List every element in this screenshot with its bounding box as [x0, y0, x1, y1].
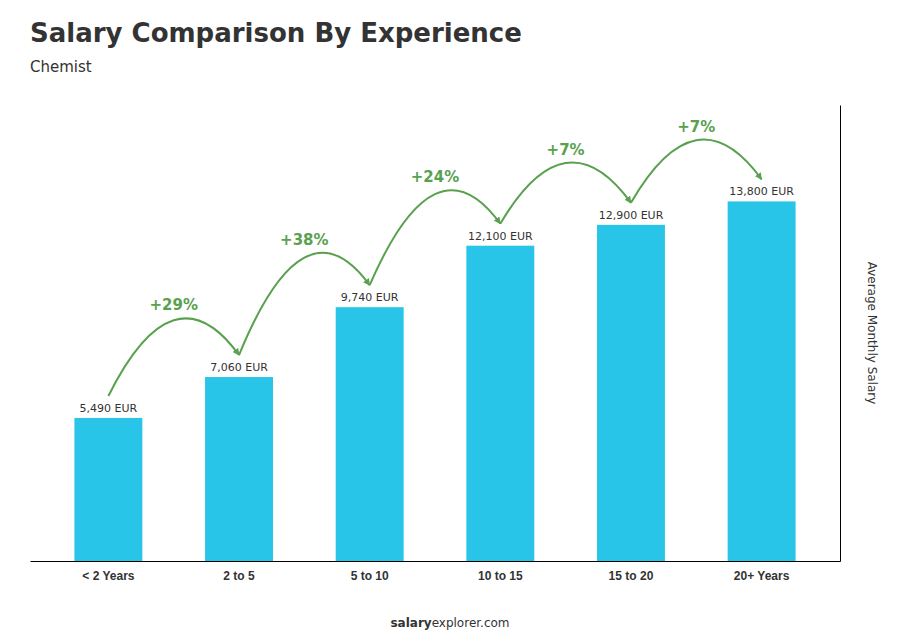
annotations: +29% +38% +24% +7% +7% [108, 118, 761, 396]
data-label: 5,490 EUR [80, 402, 138, 415]
y-axis [840, 106, 841, 562]
annotation: +29% [149, 296, 197, 314]
bar [728, 201, 796, 561]
bar [597, 225, 665, 561]
x-tick: 5 to 10 [351, 569, 389, 583]
x-tick: 2 to 5 [223, 569, 255, 583]
title: Salary Comparison By Experience [30, 18, 522, 48]
x-tick: 20+ Years [734, 569, 790, 583]
annotation: +24% [411, 168, 459, 186]
change-arrow [370, 190, 501, 285]
x-tick-label: < 2 Years [82, 569, 134, 583]
bars [74, 201, 795, 561]
x-tick-label: 15 to 20 [609, 569, 654, 583]
x-tick-label: 2 to 5 [223, 569, 255, 583]
data-label: 13,800 EUR [729, 185, 794, 198]
subtitle: Chemist [30, 58, 92, 76]
footer-part: salary [390, 616, 431, 630]
chart: Salary Comparison By Experience Chemist < … [0, 0, 900, 641]
x-tick-label: 10 to 15 [478, 569, 523, 583]
x-axis: < 2 Years 2 to 5 5 to 10 10 to 15 15 to 20 20… [31, 562, 841, 583]
x-tick: 10 to 15 [478, 569, 523, 583]
change-arrow [108, 318, 239, 396]
change-arrow [631, 140, 762, 203]
bar [74, 418, 142, 561]
y-axis-title: Average Monthly Salary [865, 262, 879, 405]
change-arrow [239, 253, 370, 355]
y-axis-line [840, 106, 841, 562]
data-label: 9,740 EUR [341, 291, 399, 304]
x-tick: 15 to 20 [609, 569, 654, 583]
x-tick-label: 20+ Years [734, 569, 790, 583]
x-tick-label: 5 to 10 [351, 569, 389, 583]
footer: salaryexplorer.com [390, 616, 509, 630]
footer-part: explorer.com [432, 616, 510, 630]
bar [466, 246, 534, 561]
annotation: +7% [547, 141, 585, 159]
annotation: +38% [280, 231, 328, 249]
x-tick: < 2 Years [82, 569, 134, 583]
bar [205, 377, 273, 561]
data-label: 12,900 EUR [599, 209, 664, 222]
x-axis-line [31, 561, 841, 562]
data-label: 7,060 EUR [210, 361, 268, 374]
data-label: 12,100 EUR [468, 230, 533, 243]
annotation: +7% [677, 118, 715, 136]
data-labels: 5,490 EUR 7,060 EUR 9,740 EUR 12,100 EUR 12,… [80, 185, 795, 415]
bar [336, 307, 404, 561]
change-arrow [500, 163, 631, 224]
